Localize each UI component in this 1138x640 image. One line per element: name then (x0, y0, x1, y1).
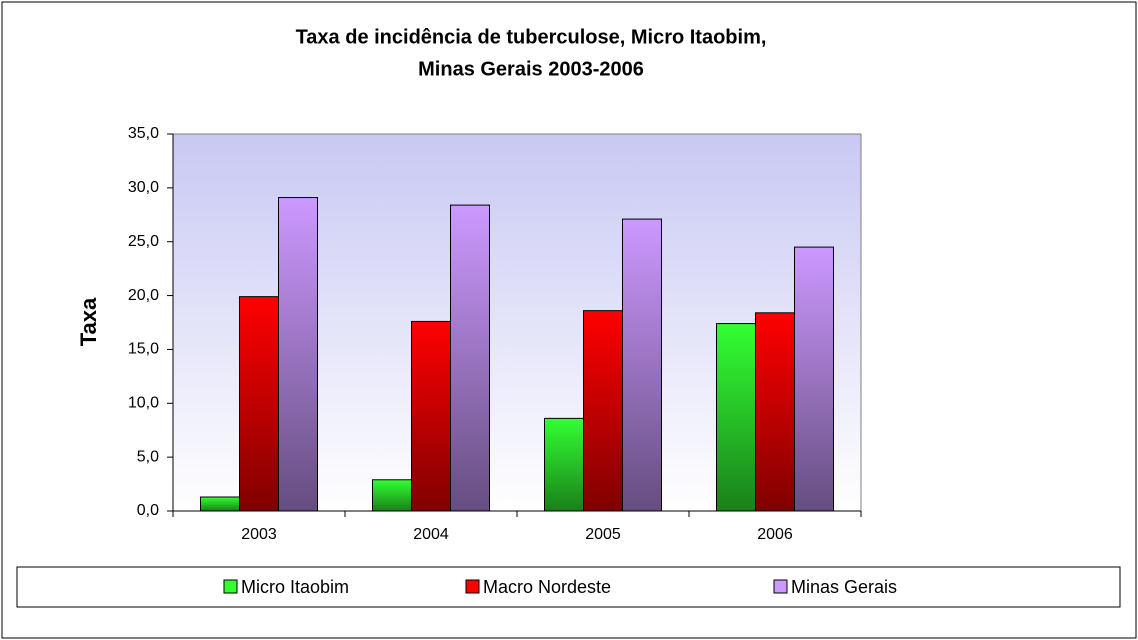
bar (544, 417, 584, 512)
legend (16, 566, 1121, 608)
bar (716, 323, 756, 512)
legend-marker (223, 579, 238, 594)
x-tick-label: 2006 (757, 526, 793, 543)
legend-label: Minas Gerais (791, 577, 897, 597)
chart-title: Taxa de incidência de tuberculose, Micro… (296, 26, 767, 48)
y-tick-label: 0,0 (137, 502, 159, 519)
y-tick-label: 15,0 (128, 341, 159, 358)
bar (622, 218, 662, 512)
bar (239, 296, 279, 512)
y-tick-label: 20,0 (128, 287, 159, 304)
bar (200, 496, 240, 512)
bar (372, 479, 412, 512)
legend-marker (773, 579, 788, 594)
y-tick-label: 30,0 (128, 179, 159, 196)
y-tick-label: 35,0 (128, 125, 159, 142)
y-tick-label: 25,0 (128, 233, 159, 250)
legend-marker (465, 579, 480, 594)
y-tick-label: 5,0 (137, 448, 159, 465)
bar (794, 246, 834, 512)
legend-label: Macro Nordeste (483, 577, 611, 597)
bar (278, 197, 318, 512)
legend-label: Micro Itaobim (241, 577, 349, 597)
bar (583, 310, 623, 512)
bar (450, 204, 490, 512)
bar (411, 320, 451, 512)
bar (755, 312, 795, 512)
x-tick-label: 2005 (585, 526, 621, 543)
y-tick-label: 10,0 (128, 395, 159, 412)
x-tick-label: 2003 (241, 526, 277, 543)
chart-title: Minas Gerais 2003-2006 (418, 58, 644, 80)
x-tick-label: 2004 (413, 526, 449, 543)
y-axis-label: Taxa (76, 297, 101, 346)
